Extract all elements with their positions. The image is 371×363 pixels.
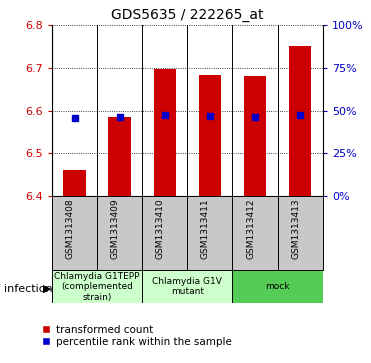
- Text: ▶: ▶: [43, 284, 51, 294]
- Text: GSM1313412: GSM1313412: [246, 198, 255, 259]
- Text: infection: infection: [4, 284, 52, 294]
- Bar: [244, 76, 266, 196]
- Bar: [289, 46, 312, 196]
- Bar: [52, 196, 97, 270]
- Text: Chlamydia G1TEPP
(complemented
strain): Chlamydia G1TEPP (complemented strain): [54, 272, 140, 302]
- Bar: [52, 270, 142, 303]
- Text: GSM1313411: GSM1313411: [201, 198, 210, 259]
- Bar: [97, 196, 142, 270]
- Text: GSM1313410: GSM1313410: [156, 198, 165, 259]
- Bar: [63, 170, 86, 196]
- Text: GSM1313408: GSM1313408: [66, 198, 75, 259]
- Bar: [154, 69, 176, 196]
- Bar: [233, 196, 278, 270]
- Bar: [108, 117, 131, 196]
- Bar: [142, 270, 233, 303]
- Text: Chlamydia G1V
mutant: Chlamydia G1V mutant: [152, 277, 222, 297]
- Text: GSM1313413: GSM1313413: [291, 198, 300, 259]
- Legend: transformed count, percentile rank within the sample: transformed count, percentile rank withi…: [42, 325, 232, 347]
- Bar: [198, 75, 221, 196]
- Bar: [233, 270, 323, 303]
- Bar: [142, 196, 187, 270]
- Text: GSM1313409: GSM1313409: [111, 198, 120, 259]
- Bar: [278, 196, 323, 270]
- Title: GDS5635 / 222265_at: GDS5635 / 222265_at: [111, 8, 264, 22]
- Bar: [187, 196, 233, 270]
- Text: mock: mock: [265, 282, 290, 291]
